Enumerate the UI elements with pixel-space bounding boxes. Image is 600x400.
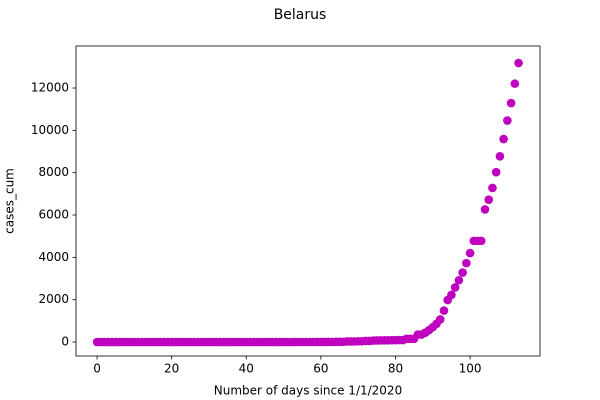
point [506, 98, 516, 108]
point [462, 258, 471, 268]
point [488, 183, 497, 193]
point [435, 315, 445, 324]
plot-frame [75, 45, 541, 357]
point [510, 79, 520, 88]
point [480, 205, 490, 214]
point [450, 283, 460, 292]
y-tick-label: 10000 [31, 123, 69, 137]
y-tick-label: 6000 [38, 208, 69, 222]
y-tick-label: 4000 [38, 250, 69, 264]
y-tick-label: 12000 [31, 81, 69, 95]
point [499, 134, 508, 144]
point [484, 195, 494, 205]
point [514, 58, 523, 68]
x-axis-label: Number of days since 1/1/2020 [214, 384, 402, 398]
y-tick-label: 8000 [38, 165, 69, 179]
point [447, 290, 456, 300]
x-tick-label: 0 [93, 362, 101, 376]
point [503, 116, 512, 125]
point [476, 236, 486, 246]
x-tick-label: 100 [459, 362, 482, 376]
y-tick-label: 2000 [38, 292, 69, 306]
chart-title: Belarus [274, 7, 327, 23]
point [458, 268, 467, 277]
point [491, 167, 501, 177]
y-tick-label: 0 [61, 335, 69, 349]
point [439, 306, 449, 315]
x-tick-label: 20 [164, 362, 179, 376]
point [465, 248, 475, 258]
point [495, 152, 505, 161]
x-tick-label: 80 [388, 362, 403, 376]
x-tick-label: 60 [313, 362, 328, 376]
y-axis-label: cases_cum [3, 168, 17, 234]
point [454, 275, 464, 285]
x-tick-label: 40 [239, 362, 254, 376]
